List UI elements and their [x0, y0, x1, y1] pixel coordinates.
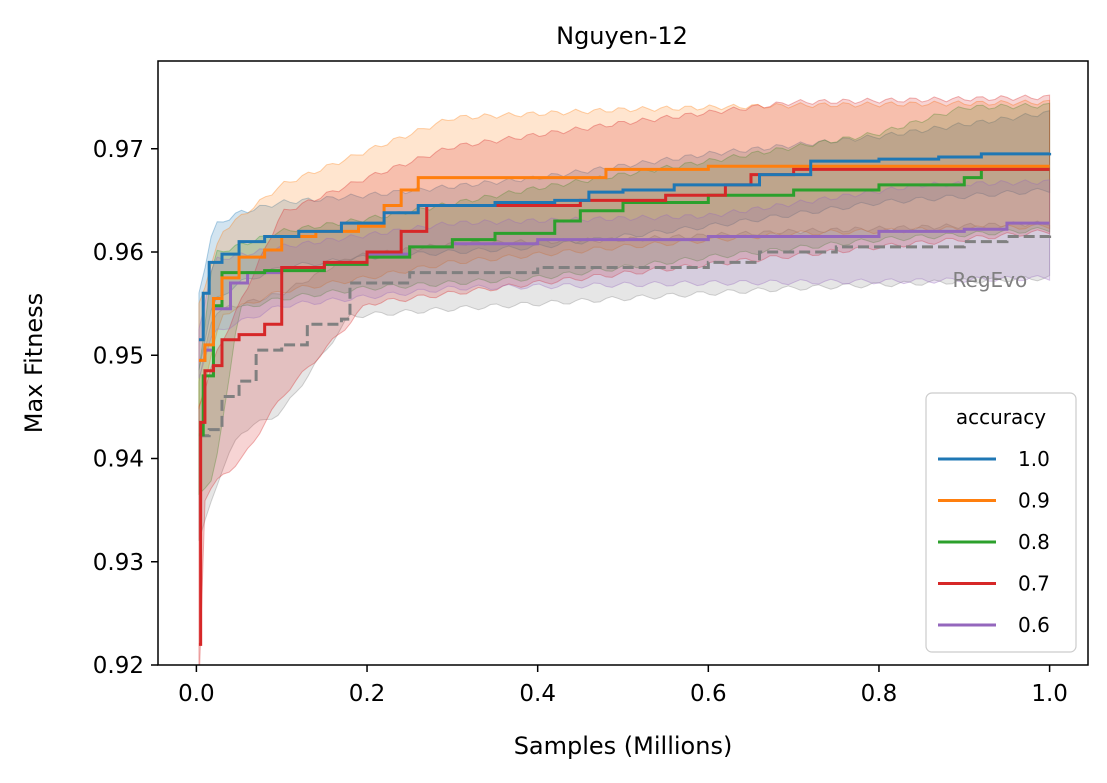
y-axis-label: Max Fitness: [20, 293, 48, 433]
x-tick-label: 0.4: [519, 681, 556, 707]
legend-box: [925, 392, 1077, 653]
legend-title: accuracy: [956, 405, 1046, 429]
regevo-annotation: RegEvo: [953, 268, 1028, 292]
legend: accuracy 1.0 0.9 0.8 0.7 0.6: [925, 392, 1077, 653]
x-tick-label: 0.0: [178, 681, 215, 707]
legend-label: 0.9: [1018, 489, 1050, 513]
x-tick-label: 0.2: [349, 681, 386, 707]
chart-title: Nguyen-12: [556, 22, 688, 50]
x-tick-label: 1.0: [1031, 681, 1068, 707]
legend-label: 1.0: [1018, 447, 1050, 471]
band-0-9: [198, 99, 1051, 410]
series-lines: [198, 152, 1052, 646]
legend-label: 0.8: [1018, 530, 1050, 554]
legend-label: 0.6: [1018, 613, 1050, 637]
series-line-1-0: [198, 152, 1052, 342]
legend-label: 0.7: [1018, 572, 1050, 596]
x-tick-label: 0.6: [690, 681, 727, 707]
plot-frame: [157, 60, 1089, 666]
series-line-regevo: [198, 231, 1052, 438]
x-axis: 0.0 0.2 0.4 0.6 0.8 1.0: [178, 665, 1068, 707]
y-tick-label: 0.92: [93, 653, 144, 679]
series-line-0-7: [198, 167, 1050, 646]
x-axis-label: Samples (Millions): [514, 732, 733, 760]
band-0-8: [198, 102, 1051, 496]
legend-items: 1.0 0.9 0.8 0.7 0.6: [938, 447, 1050, 637]
y-tick-label: 0.96: [93, 240, 144, 266]
y-tick-label: 0.93: [93, 550, 144, 576]
x-tick-label: 0.8: [861, 681, 898, 707]
band-0-6: [198, 179, 1051, 379]
series-line-0-6: [198, 221, 1050, 362]
y-axis: 0.92 0.93 0.94 0.95 0.96 0.97: [93, 137, 158, 679]
y-tick-label: 0.95: [93, 343, 144, 369]
plot-area: [157, 60, 1089, 666]
band-1-0: [198, 109, 1051, 371]
y-tick-label: 0.97: [93, 137, 144, 163]
y-tick-label: 0.94: [93, 447, 144, 473]
